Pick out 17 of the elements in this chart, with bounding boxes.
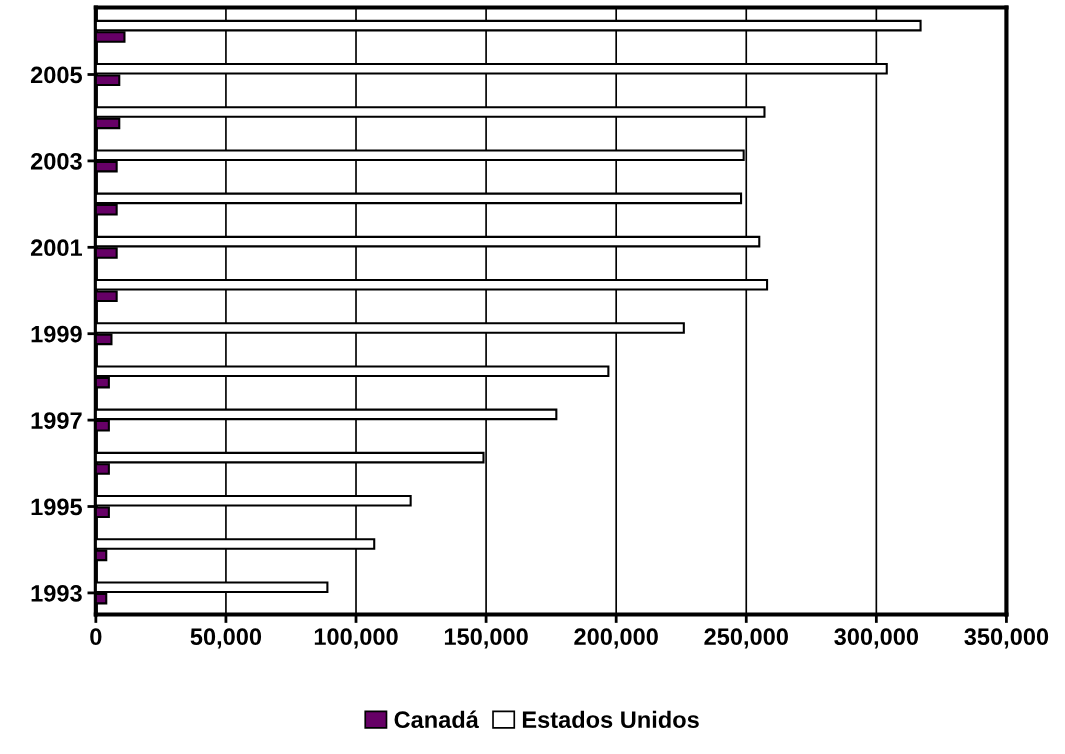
x-tick-label: 350,000	[964, 628, 1049, 649]
y-tick-label: 1993	[31, 584, 82, 602]
x-tick-label: 300,000	[834, 628, 919, 649]
x-tick-label: 150,000	[444, 628, 528, 649]
y-tick-label: 2003	[30, 152, 82, 170]
x-tick-label: 100,000	[314, 628, 398, 649]
y-tick-label: 1995	[31, 498, 82, 516]
legend-label: Canadá	[394, 710, 479, 729]
y-tick-label: 2001	[30, 239, 82, 257]
y-tick-label: 1997	[31, 412, 82, 429]
x-tick-label: 0	[90, 628, 102, 646]
y-tick-label: 2005	[30, 66, 82, 84]
x-tick-label: 250,000	[704, 628, 788, 649]
legend-label: Estados Unidos	[522, 710, 699, 729]
y-tick-label: 1999	[31, 325, 82, 343]
x-tick-label: 200,000	[574, 628, 658, 649]
x-tick-label: 50,000	[190, 628, 262, 649]
